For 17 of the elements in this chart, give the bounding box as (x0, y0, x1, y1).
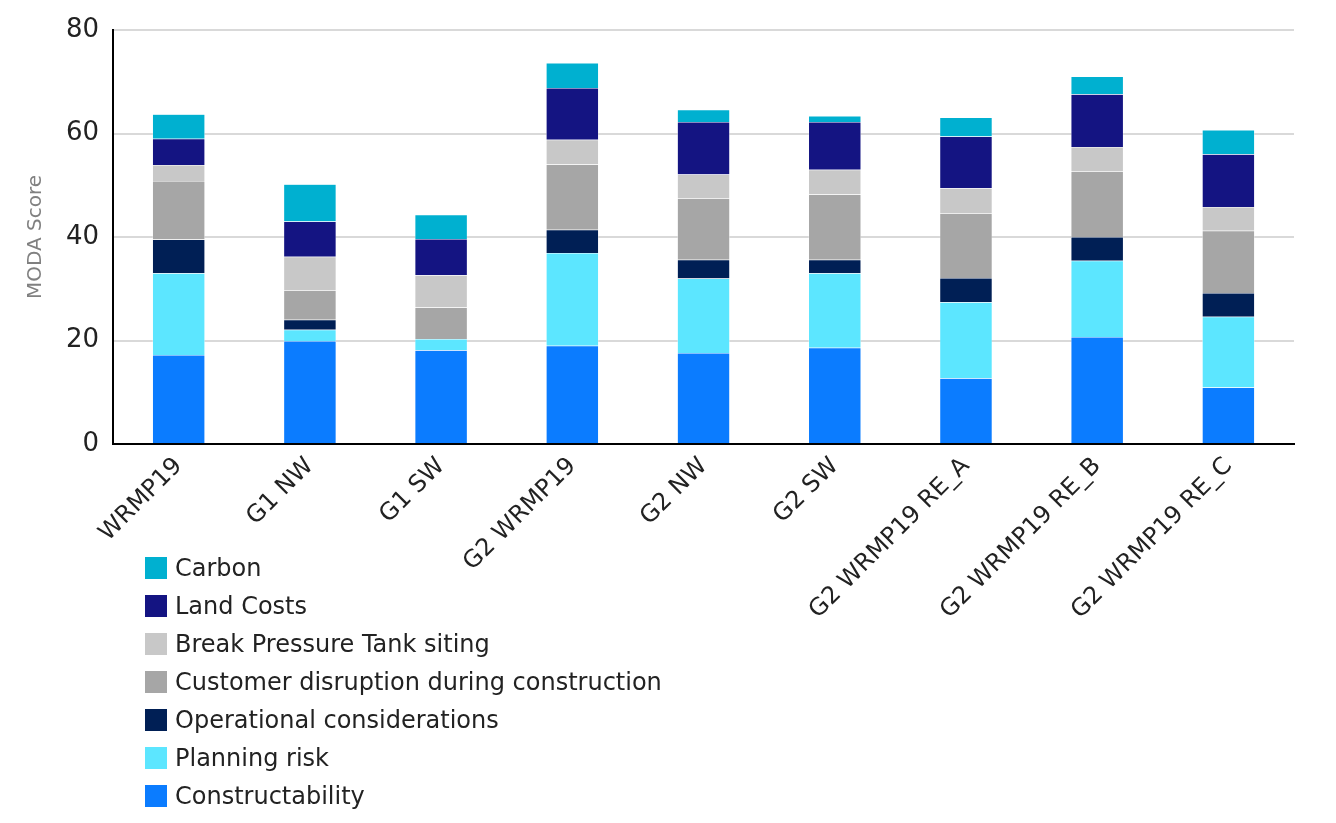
legend-label: Operational considerations (175, 706, 499, 734)
y-tick-label: 0 (82, 426, 100, 457)
x-tick-label: G2 SW (766, 451, 844, 528)
y-tick-label: 80 (65, 12, 100, 43)
y-axis-title: MODA Score (22, 174, 47, 300)
legend-label: Planning risk (175, 744, 329, 772)
legend-label: Constructability (175, 782, 365, 810)
legend-label: Customer disruption during construction (175, 668, 662, 696)
legend-label: Land Costs (175, 592, 308, 620)
x-tick-label: G2 NW (633, 451, 713, 530)
y-tick-label: 60 (65, 116, 100, 147)
y-tick-label: 40 (65, 219, 100, 250)
legend-label: Carbon (175, 554, 262, 582)
x-tick-label: G1 SW (373, 451, 450, 528)
x-tick-label: G1 NW (239, 451, 319, 530)
y-tick-label: 20 (65, 323, 100, 354)
legend-label: Break Pressure Tank siting (175, 630, 490, 658)
